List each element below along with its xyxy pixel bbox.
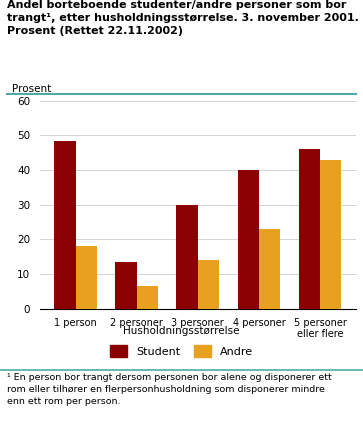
Bar [237,170,259,309]
Text: Andel borteboende studenter/andre personer som bor
trangt¹, etter husholdningsst: Andel borteboende studenter/andre person… [7,0,359,35]
Legend: Student, Andre: Student, Andre [105,341,258,362]
Bar [76,246,97,309]
Text: Prosent: Prosent [12,85,51,95]
Bar [54,141,76,309]
Bar [320,160,341,309]
Bar [176,205,198,309]
Bar [259,229,280,309]
Bar [198,260,219,309]
Text: ¹ En person bor trangt dersom personen bor alene og disponerer ett
rom eller til: ¹ En person bor trangt dersom personen b… [7,373,332,406]
Bar [299,149,320,309]
Bar [137,286,158,309]
Text: Husholdningsstørrelse: Husholdningsstørrelse [123,326,240,336]
Bar [115,262,137,309]
